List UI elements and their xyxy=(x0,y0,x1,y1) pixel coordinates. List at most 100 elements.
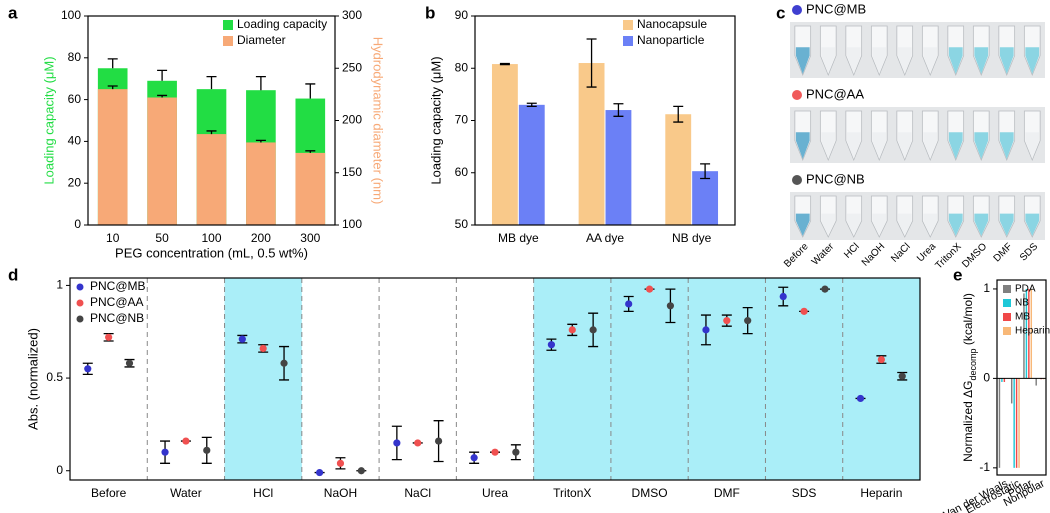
point xyxy=(414,439,422,447)
point xyxy=(744,317,752,325)
point xyxy=(125,359,134,367)
x-tick-label: DMF xyxy=(714,486,740,500)
tube-liquid xyxy=(948,132,963,159)
bar xyxy=(665,114,692,225)
point xyxy=(898,372,906,380)
row-dot xyxy=(792,5,802,15)
y-tick-label: 60 xyxy=(455,165,469,179)
bar xyxy=(1035,378,1037,386)
tube-liquid xyxy=(872,47,887,74)
tube-label: NaOH xyxy=(860,241,887,268)
tube-liquid xyxy=(999,47,1014,74)
error-bar xyxy=(255,75,266,91)
highlight-band xyxy=(610,278,689,480)
legend-swatch xyxy=(623,36,633,46)
tube-liquid xyxy=(1025,213,1040,236)
y2-tick-label: 150 xyxy=(342,165,362,179)
point xyxy=(238,335,246,343)
x-tick-label: NaOH xyxy=(324,486,357,500)
x-tick-label: NB dye xyxy=(672,231,712,245)
y-tick-label: 0 xyxy=(983,371,990,385)
point xyxy=(589,326,597,334)
point xyxy=(182,437,190,445)
legend-label: PDA xyxy=(1015,284,1036,295)
legend-label: Nanocapsule xyxy=(637,17,707,31)
bar xyxy=(196,134,227,225)
error-bar xyxy=(206,75,217,90)
tube-liquid xyxy=(897,213,912,236)
tube-liquid xyxy=(846,213,861,236)
tube-label: Water xyxy=(810,241,837,268)
x-tick-label: 300 xyxy=(300,231,320,245)
bar xyxy=(1023,293,1025,379)
point xyxy=(105,333,113,341)
tube-liquid xyxy=(948,47,963,74)
y-tick-label: 20 xyxy=(68,175,82,189)
error-bar xyxy=(107,85,118,90)
legend-swatch xyxy=(623,20,633,30)
x-tick-label: Urea xyxy=(482,486,508,500)
point xyxy=(393,439,401,447)
tube-liquid xyxy=(948,213,963,236)
legend-swatch xyxy=(1003,285,1011,293)
legend-label: Diameter xyxy=(237,33,286,47)
point xyxy=(512,448,520,456)
panel-label: b xyxy=(425,3,435,22)
bar xyxy=(1001,378,1003,382)
y-tick-label: 1 xyxy=(983,281,990,295)
tube-label: DMSO xyxy=(960,241,989,270)
tube-liquid xyxy=(923,213,938,236)
y-axis-label: Loading capacity (μM) xyxy=(428,56,443,184)
tube-label: DMF xyxy=(992,241,1015,264)
point xyxy=(491,448,499,456)
tube-liquid xyxy=(999,213,1014,236)
x-tick-label: TritonX xyxy=(553,486,591,500)
y-tick-label: 0 xyxy=(74,217,81,231)
y2-tick-label: 300 xyxy=(342,8,362,22)
tube-liquid xyxy=(897,132,912,159)
tube-liquid xyxy=(821,132,836,159)
bar xyxy=(578,63,605,226)
point xyxy=(336,459,345,467)
tube-label: SDS xyxy=(1018,241,1041,264)
bar xyxy=(97,89,128,226)
y-tick-label: 80 xyxy=(68,50,82,64)
error-bar xyxy=(157,69,168,81)
bar xyxy=(246,142,276,225)
legend-swatch xyxy=(223,36,233,46)
x-tick-label: Before xyxy=(91,486,127,500)
y-tick-label: 70 xyxy=(455,113,469,127)
row-dot xyxy=(792,175,802,185)
error-bar xyxy=(305,150,316,153)
y2-tick-label: 100 xyxy=(342,217,362,231)
point xyxy=(547,341,556,349)
error-bar xyxy=(673,105,684,123)
point xyxy=(821,285,829,293)
point xyxy=(702,326,710,334)
plot-frame xyxy=(69,277,921,481)
bar xyxy=(1030,288,1033,379)
error-bar xyxy=(305,83,316,99)
tube-liquid xyxy=(872,213,887,236)
x-tick-label: Heparin xyxy=(860,486,902,500)
y-tick-label: -1 xyxy=(979,460,990,474)
point xyxy=(434,437,443,445)
bar xyxy=(1028,288,1030,379)
tube-liquid xyxy=(999,132,1014,159)
point xyxy=(470,454,478,462)
point xyxy=(568,326,576,334)
x-tick-label: HCl xyxy=(253,486,273,500)
legend-label: Loading capacity xyxy=(237,17,327,31)
bar xyxy=(1025,288,1028,379)
error-bar xyxy=(206,130,217,135)
bar xyxy=(518,104,545,225)
bar xyxy=(1010,378,1013,404)
point xyxy=(259,344,267,353)
bar xyxy=(1003,378,1006,382)
y-label-unit: (kcal/mol) xyxy=(961,293,975,348)
error-bar xyxy=(157,94,168,98)
legend-swatch xyxy=(223,20,233,30)
legend-label: MB xyxy=(1015,312,1030,323)
point xyxy=(280,359,288,367)
